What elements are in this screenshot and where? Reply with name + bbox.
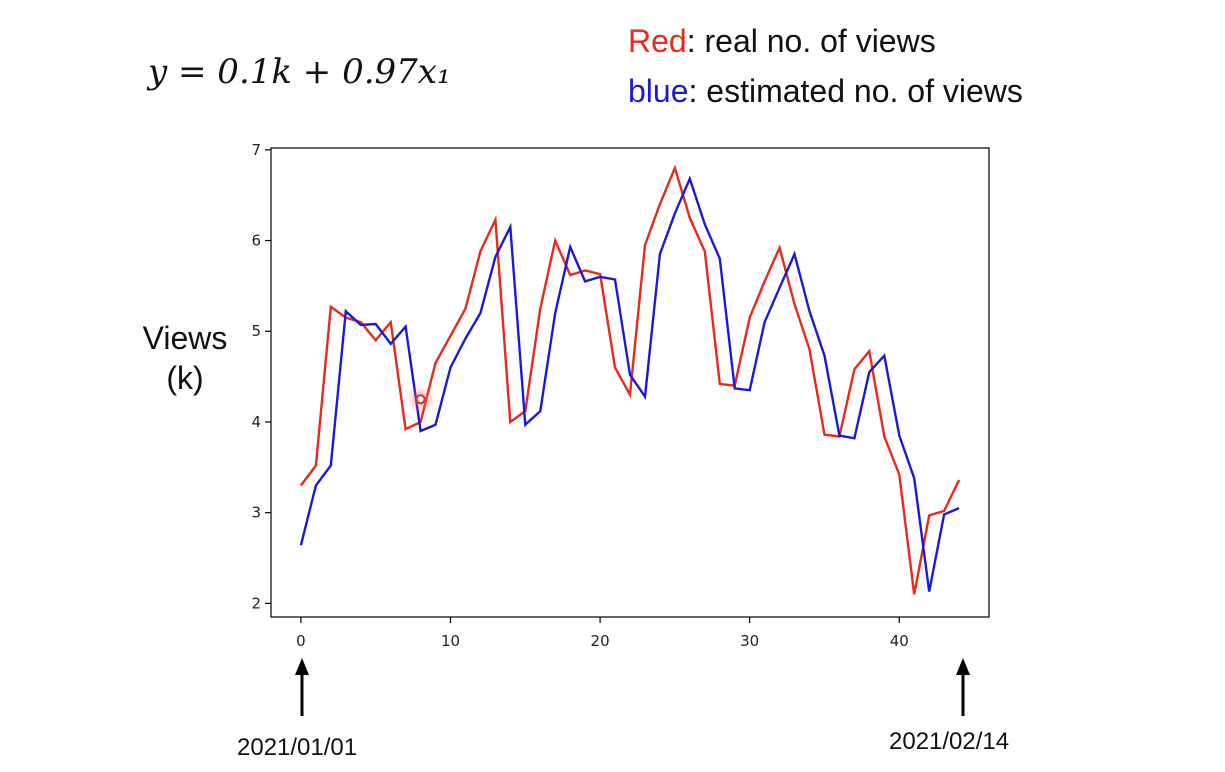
legend-red: Red: real no. of views: [628, 16, 1023, 66]
y-tick-label: 6: [251, 232, 261, 250]
y-tick-label: 2: [251, 594, 261, 612]
axes: 2 3 4 5 6 7 0 10 20 30 40: [251, 141, 990, 650]
x-tick-label: 20: [591, 632, 610, 650]
legend-blue-word: blue: [628, 73, 689, 109]
series-line-estimated: [299, 175, 960, 592]
highlight-point: [415, 394, 426, 405]
start-arrow-head: [295, 658, 309, 675]
x-tick-label: 30: [740, 632, 759, 650]
legend: Red: real no. of views blue: estimated n…: [628, 16, 1023, 116]
y-tick-label: 5: [251, 322, 261, 340]
y-tick-label: 4: [251, 413, 261, 431]
legend-blue: blue: estimated no. of views: [628, 66, 1023, 116]
y-axis-label-line2: (k): [166, 360, 204, 396]
legend-red-text: : real no. of views: [686, 23, 936, 59]
formula: y = 0.1k + 0.97x₁: [148, 52, 451, 92]
series-layer: [299, 164, 961, 595]
y-axis-label: Views (k): [130, 318, 240, 398]
plot-frame: [270, 147, 990, 618]
legend-red-word: Red: [628, 23, 687, 59]
x-tick-label: 10: [441, 632, 460, 650]
date-arrows: [295, 658, 970, 716]
x-tick-label: 40: [890, 632, 909, 650]
x-tick-label: 0: [296, 632, 306, 650]
series-line-real: [299, 164, 961, 595]
end-arrow-head: [956, 658, 970, 675]
y-tick-label: 3: [251, 504, 261, 522]
y-tick-label: 7: [251, 141, 261, 159]
end-date: 2021/02/14: [889, 728, 1010, 755]
start-date: 2021/01/01: [237, 734, 358, 761]
y-axis-label-line1: Views: [142, 320, 228, 356]
highlight-layer: [406, 385, 435, 414]
legend-blue-text: : estimated no. of views: [688, 73, 1023, 109]
